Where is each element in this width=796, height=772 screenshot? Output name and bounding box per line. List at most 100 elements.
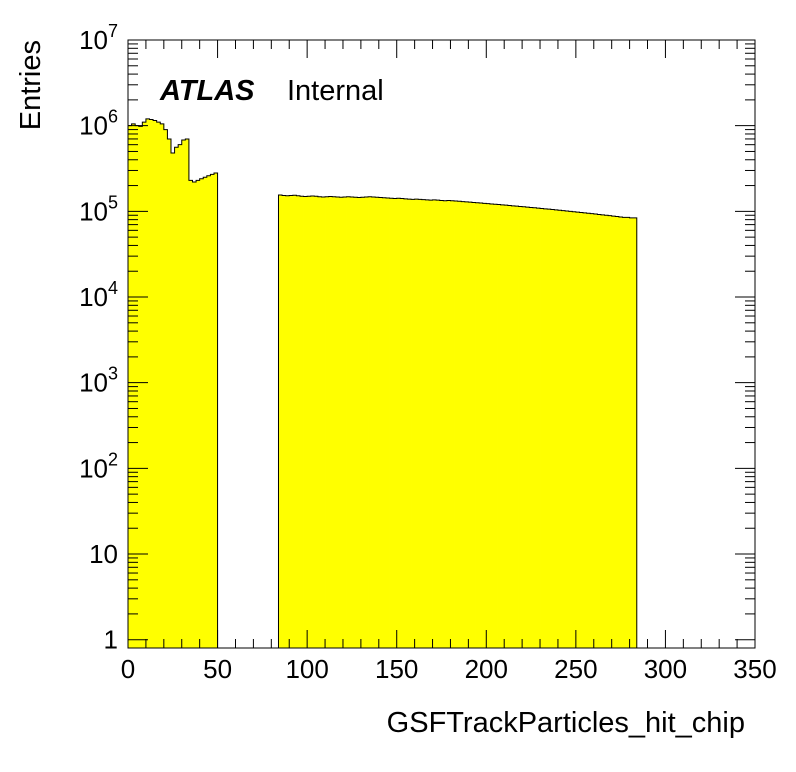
histogram-bin [493, 204, 498, 648]
histogram-bin [568, 211, 573, 649]
histogram-bin [407, 199, 412, 648]
histogram-bin [604, 215, 609, 648]
histogram-bin [289, 195, 294, 648]
histogram-bin [342, 197, 347, 648]
histogram-bin [436, 200, 441, 649]
histogram-bin [213, 173, 218, 648]
histogram-bin [428, 200, 433, 649]
x-tick-label: 250 [554, 654, 597, 684]
histogram-bin [461, 201, 466, 649]
y-tick-label: 106 [79, 107, 118, 141]
histogram-bin [425, 199, 430, 649]
y-tick-label: 10 [89, 539, 118, 569]
histogram-bin [400, 198, 405, 648]
histogram-bin [339, 197, 344, 648]
x-tick-label: 0 [121, 654, 135, 684]
histogram-bin [479, 203, 484, 648]
histogram-bin [138, 126, 143, 649]
histogram-bin [321, 197, 326, 648]
histogram-bin [432, 199, 437, 649]
y-tick-label: 1 [104, 625, 118, 655]
histogram-bin [507, 205, 512, 649]
histogram-bin [199, 178, 204, 649]
histogram-bin [174, 147, 179, 649]
x-tick-label: 50 [203, 654, 232, 684]
histogram-bin [185, 138, 190, 648]
histogram-bin [633, 217, 638, 648]
histogram-bin [468, 202, 473, 648]
histogram-bin [160, 123, 165, 648]
histogram-bin [489, 203, 494, 648]
histogram-bin [565, 210, 570, 648]
histogram-bin [590, 213, 595, 648]
histogram-bin [411, 199, 416, 648]
x-tick-label: 150 [375, 654, 418, 684]
histogram-bin [543, 208, 548, 648]
y-tick-label: 104 [79, 278, 118, 312]
histogram-bin [443, 200, 448, 648]
histogram-bin [622, 217, 627, 649]
histogram-bin [368, 196, 373, 648]
histogram-bin [317, 196, 322, 648]
histogram-bin [414, 199, 419, 648]
histogram-outline [277, 194, 638, 648]
histogram-bin [514, 206, 519, 648]
histogram-bin [511, 205, 516, 648]
y-tick-labels: 1 10 102 103 104 105 106 107 [79, 21, 118, 655]
histogram-bars [127, 118, 638, 649]
histogram-bin [450, 200, 455, 648]
histogram-bin [525, 207, 530, 648]
histogram-bin [586, 213, 591, 649]
histogram-bin [142, 122, 147, 648]
histogram-bin [335, 197, 340, 648]
histogram-bin [149, 119, 154, 648]
histogram-bin [583, 212, 588, 648]
histogram-bin [522, 206, 527, 648]
histogram-bin [332, 196, 337, 648]
histogram-bin [210, 174, 215, 648]
histogram-bin [378, 197, 383, 648]
histogram-bin [203, 177, 208, 648]
histogram-bin [500, 204, 505, 648]
histogram-bin [529, 207, 534, 649]
histogram-bin [518, 206, 523, 648]
histogram-bin [615, 216, 620, 648]
plot-frame [127, 39, 756, 649]
histogram-bin [170, 152, 175, 648]
histogram-bin [181, 140, 186, 648]
histogram-bin [600, 214, 605, 649]
histogram-bin [131, 123, 136, 648]
histogram-bin [163, 129, 168, 648]
histogram-bin [418, 199, 423, 648]
histogram-bin [393, 198, 398, 648]
histogram-bin [314, 196, 319, 649]
internal-label: Internal [287, 75, 384, 107]
histogram-bin [292, 195, 297, 648]
histogram-bin [608, 215, 613, 649]
histogram-bin [561, 210, 566, 648]
y-tick-label: 107 [79, 21, 118, 55]
histogram-bin [310, 196, 315, 648]
x-tick-label: 350 [733, 654, 776, 684]
histogram-bin [299, 196, 304, 649]
histogram-bin [350, 197, 355, 648]
histogram-bin [532, 207, 537, 648]
histogram-bin [579, 212, 584, 648]
histogram-bin [178, 144, 183, 648]
histogram-bin [328, 196, 333, 648]
x-tick-label: 100 [285, 654, 328, 684]
histogram-bin [153, 120, 158, 648]
histogram-bin [439, 200, 444, 648]
histogram-bin [626, 217, 630, 649]
histogram-bin [360, 197, 365, 648]
histogram-bin [454, 201, 459, 648]
histogram-bin [325, 196, 330, 648]
histogram-bin [550, 209, 555, 649]
histogram-bin [296, 195, 301, 649]
x-axis-label: GSFTrackParticles_hit_chip [387, 707, 745, 739]
histogram-bin [396, 198, 401, 648]
histogram-bin [547, 209, 552, 648]
histogram-bin [572, 211, 577, 648]
histogram-bin [593, 214, 598, 648]
histogram-bin [188, 180, 193, 649]
